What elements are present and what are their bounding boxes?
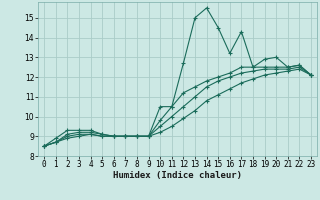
X-axis label: Humidex (Indice chaleur): Humidex (Indice chaleur)	[113, 171, 242, 180]
